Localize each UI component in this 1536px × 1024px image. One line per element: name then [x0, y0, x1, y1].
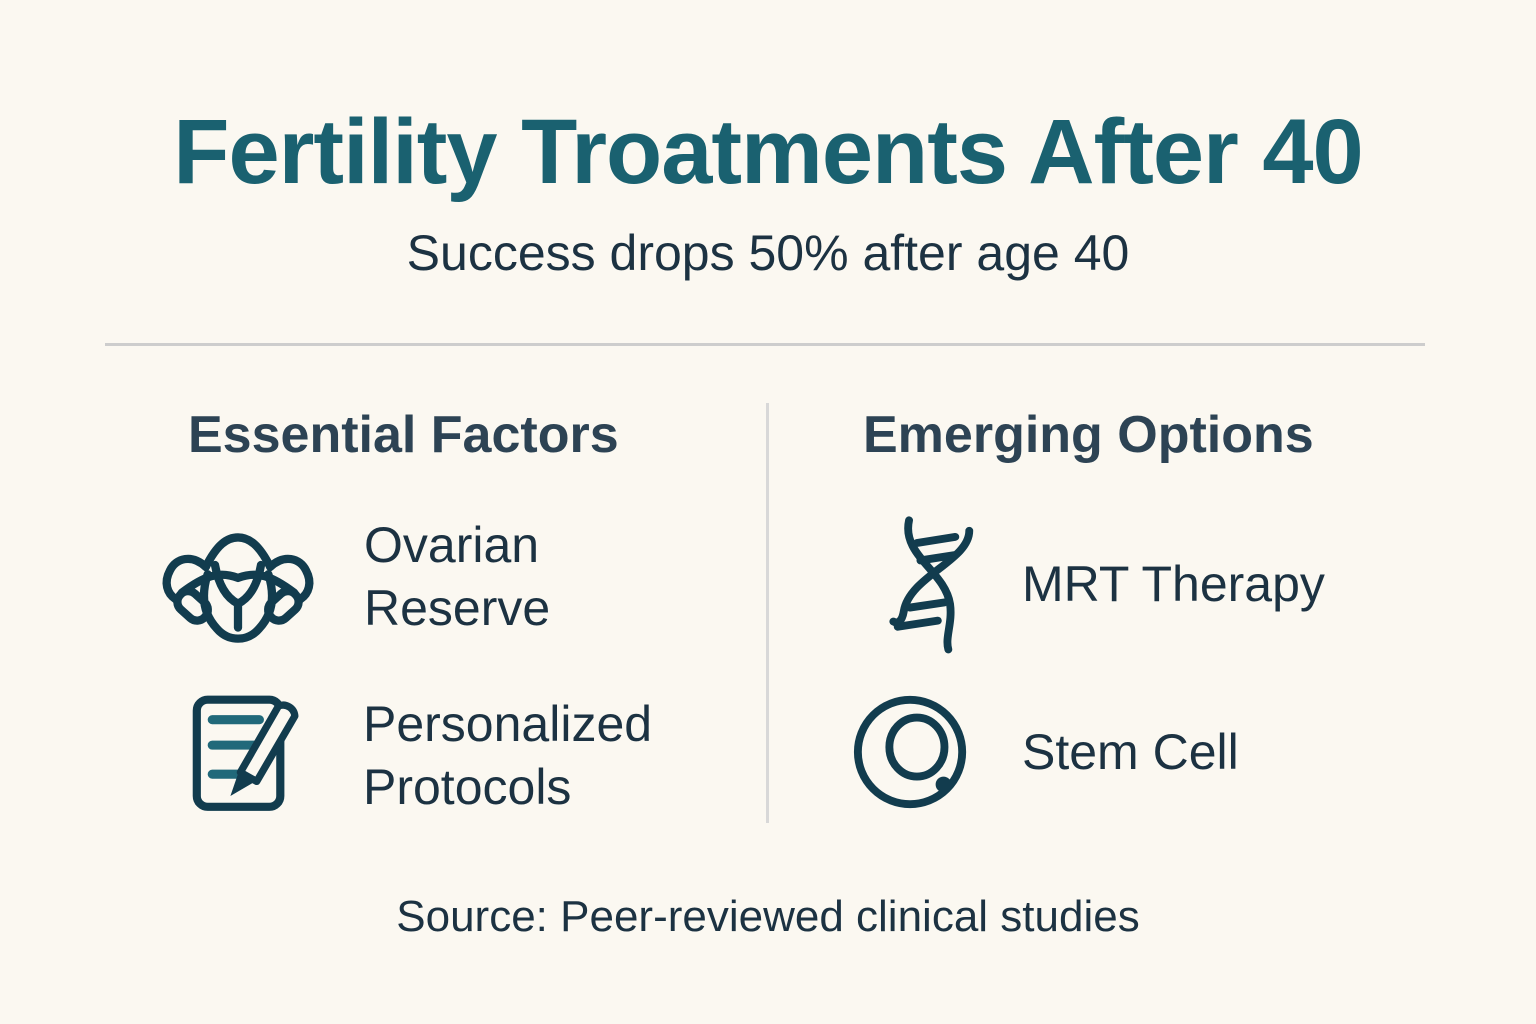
list-item-mrt-therapy: MRT Therapy — [882, 500, 1325, 668]
item-label: Stem Cell — [1022, 723, 1239, 780]
document-pencil-icon — [185, 688, 303, 824]
item-label: Personalized Protocols — [363, 696, 653, 815]
column-divider — [766, 403, 769, 823]
list-item-stem-cell: Stem Cell — [850, 690, 1239, 814]
item-label: Ovarian Reserve — [364, 517, 551, 636]
source-note: Source: Peer-reviewed clinical studies — [396, 892, 1140, 941]
uterus-icon — [150, 508, 326, 646]
item-label: MRT Therapy — [1022, 555, 1325, 612]
horizontal-divider — [105, 343, 1425, 346]
page-title: Fertility Troatments After 40 — [173, 101, 1363, 203]
right-column-heading: Emerging Options — [863, 406, 1314, 464]
stem-cell-icon — [850, 690, 974, 814]
list-item-personalized-protocols: Personalized Protocols — [185, 688, 713, 824]
subtitle: Success drops 50% after age 40 — [406, 225, 1130, 281]
list-item-ovarian-reserve: Ovarian Reserve — [150, 508, 624, 646]
dna-helix-icon — [882, 500, 978, 668]
left-column-heading: Essential Factors — [188, 406, 619, 464]
